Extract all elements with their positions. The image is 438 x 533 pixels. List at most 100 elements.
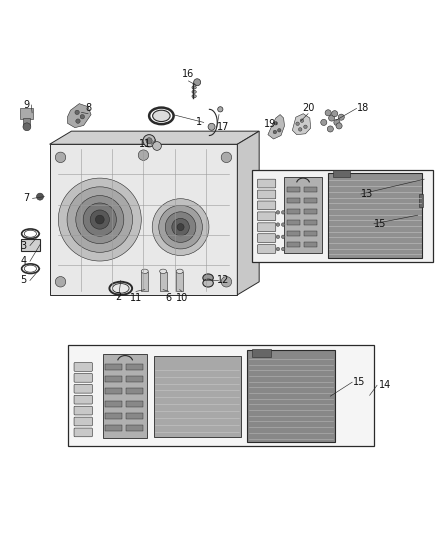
Bar xyxy=(304,198,317,203)
Ellipse shape xyxy=(203,279,213,287)
FancyBboxPatch shape xyxy=(258,201,276,210)
Ellipse shape xyxy=(176,269,183,273)
Circle shape xyxy=(276,223,280,227)
Circle shape xyxy=(273,130,277,134)
Circle shape xyxy=(208,123,215,130)
Bar xyxy=(332,171,350,177)
Ellipse shape xyxy=(141,269,148,273)
Circle shape xyxy=(296,122,299,125)
FancyBboxPatch shape xyxy=(258,245,276,253)
Circle shape xyxy=(194,79,201,86)
Bar xyxy=(106,364,122,370)
Text: 2: 2 xyxy=(116,292,122,302)
Circle shape xyxy=(282,247,285,251)
Bar xyxy=(287,187,300,192)
Circle shape xyxy=(328,115,335,121)
Polygon shape xyxy=(268,115,285,139)
Ellipse shape xyxy=(192,86,196,89)
Bar xyxy=(287,198,300,203)
Bar xyxy=(49,144,237,295)
Circle shape xyxy=(143,135,155,147)
Circle shape xyxy=(282,223,285,227)
Circle shape xyxy=(334,119,340,125)
Bar xyxy=(21,239,40,251)
Circle shape xyxy=(83,203,117,236)
Bar xyxy=(106,413,122,419)
Text: 16: 16 xyxy=(182,69,194,79)
Text: 6: 6 xyxy=(166,293,172,303)
Text: 18: 18 xyxy=(357,103,369,114)
FancyBboxPatch shape xyxy=(258,223,276,231)
FancyBboxPatch shape xyxy=(258,234,276,243)
Circle shape xyxy=(325,110,331,116)
Bar xyxy=(304,209,317,214)
Circle shape xyxy=(159,205,202,249)
Circle shape xyxy=(282,235,285,239)
Text: 19: 19 xyxy=(265,119,277,129)
FancyBboxPatch shape xyxy=(74,428,92,437)
Text: 10: 10 xyxy=(176,293,188,303)
Circle shape xyxy=(146,138,152,144)
FancyBboxPatch shape xyxy=(258,190,276,199)
Bar xyxy=(106,376,122,382)
Bar xyxy=(106,425,122,431)
Bar xyxy=(287,241,300,247)
Ellipse shape xyxy=(192,90,196,93)
Circle shape xyxy=(332,111,338,117)
FancyBboxPatch shape xyxy=(74,417,92,426)
Polygon shape xyxy=(67,103,91,128)
Bar xyxy=(285,177,321,253)
Bar xyxy=(126,376,143,382)
Text: 12: 12 xyxy=(217,276,230,286)
Circle shape xyxy=(221,277,232,287)
Circle shape xyxy=(55,277,66,287)
Bar xyxy=(23,118,30,125)
Text: 3: 3 xyxy=(20,240,26,251)
Circle shape xyxy=(58,178,141,261)
Text: 8: 8 xyxy=(85,103,91,114)
Circle shape xyxy=(138,150,149,160)
FancyBboxPatch shape xyxy=(74,362,92,372)
Bar xyxy=(304,231,317,236)
Circle shape xyxy=(300,119,304,123)
Bar xyxy=(126,389,143,394)
FancyBboxPatch shape xyxy=(258,179,276,188)
Bar xyxy=(20,108,33,119)
Circle shape xyxy=(321,119,327,125)
Circle shape xyxy=(282,211,285,214)
Polygon shape xyxy=(49,131,259,144)
Circle shape xyxy=(152,199,209,255)
Text: 15: 15 xyxy=(353,377,365,387)
Circle shape xyxy=(276,247,280,251)
Bar xyxy=(126,425,143,431)
Circle shape xyxy=(218,107,223,112)
Text: 14: 14 xyxy=(379,380,391,390)
Circle shape xyxy=(152,142,161,150)
Text: 11: 11 xyxy=(139,139,151,149)
FancyBboxPatch shape xyxy=(74,406,92,415)
Polygon shape xyxy=(237,131,259,295)
Bar xyxy=(304,241,317,247)
Circle shape xyxy=(327,126,333,132)
Text: 1: 1 xyxy=(196,117,202,127)
Circle shape xyxy=(338,114,344,120)
Text: 5: 5 xyxy=(20,276,27,286)
Circle shape xyxy=(276,211,280,214)
Circle shape xyxy=(221,152,232,163)
Bar xyxy=(287,220,300,225)
Bar xyxy=(252,349,272,357)
Bar xyxy=(126,400,143,407)
FancyBboxPatch shape xyxy=(74,384,92,393)
Circle shape xyxy=(67,187,133,252)
Ellipse shape xyxy=(192,95,196,98)
Circle shape xyxy=(274,122,278,125)
Bar xyxy=(103,354,147,438)
Bar xyxy=(68,345,374,446)
Text: 13: 13 xyxy=(361,189,374,199)
Circle shape xyxy=(75,110,79,115)
Circle shape xyxy=(80,115,85,119)
Bar xyxy=(126,413,143,419)
Text: 17: 17 xyxy=(217,122,230,132)
Bar xyxy=(304,220,317,225)
Bar xyxy=(176,272,183,290)
